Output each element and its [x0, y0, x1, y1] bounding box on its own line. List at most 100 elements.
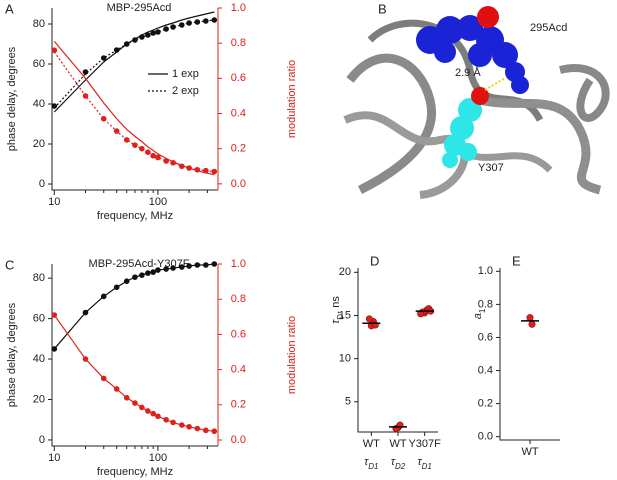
ribbon: [343, 111, 469, 199]
data-point: [145, 270, 151, 276]
y2-tick-label: 0.0: [231, 434, 246, 446]
data-point: [170, 265, 176, 271]
y-tick-label: 0.2: [478, 398, 493, 410]
data-point: [132, 274, 138, 280]
data-point: [82, 356, 89, 362]
axis-frame: [357, 268, 438, 433]
data-point: [186, 424, 192, 430]
data-point: [51, 47, 58, 54]
data-point: [145, 408, 151, 414]
x-tick-label: WT: [389, 438, 406, 450]
panel-label: D: [370, 253, 379, 268]
image-label: 295Acd: [530, 22, 567, 34]
y2-tick-label: 0.4: [231, 107, 246, 119]
y-axis-label-part: a: [472, 313, 484, 319]
series-line: [53, 11, 215, 113]
data-point: [155, 413, 161, 420]
x-sub-label-part: τ: [417, 456, 422, 468]
panel-label: E: [512, 253, 521, 268]
legend-label: 2 exp: [172, 85, 199, 97]
panel-label: C: [5, 257, 14, 272]
ribbon: [346, 53, 436, 195]
y-tick-label: 0.8: [478, 298, 493, 310]
y-tick-label: 0.4: [478, 364, 493, 376]
x-tick-label: WT: [521, 446, 538, 458]
y-axis-label: phase delay, degrees: [6, 46, 18, 151]
data-point: [203, 262, 209, 268]
data-point: [155, 154, 161, 161]
data-point: [365, 315, 373, 323]
y2-tick-label: 0.4: [231, 364, 246, 376]
oxygen: [471, 87, 489, 105]
y2-tick-label: 0.8: [231, 293, 246, 305]
x-tick-label: WT: [363, 438, 380, 450]
data-point: [170, 419, 176, 426]
data-point: [163, 26, 169, 32]
x-axis-label: frequency, MHz: [97, 466, 173, 478]
y-tick-label: 80: [33, 272, 45, 284]
y-tick-label: 5: [345, 396, 351, 408]
structure-image: B 295Acd 2.9 Å Y307: [343, 1, 610, 199]
y-tick-label: 40: [33, 353, 45, 365]
panel-label: B: [378, 1, 387, 16]
data-point: [163, 416, 169, 423]
x-sub-label: τD1: [364, 456, 378, 471]
chart-title: MBP-295Acd: [107, 2, 172, 14]
data-point: [211, 428, 218, 435]
data-point: [528, 320, 536, 328]
x-sub-label-part: D1: [422, 462, 432, 471]
data-point: [113, 284, 120, 291]
y2-tick-label: 1.0: [231, 258, 246, 270]
series-line: [53, 314, 215, 432]
x-tick-label: 10: [48, 452, 60, 464]
data-point: [51, 103, 58, 109]
data-point: [139, 145, 145, 152]
y-axis-label-part: D: [336, 314, 345, 320]
y-tick-label: 0.0: [478, 431, 493, 443]
y-axis-label: τD, ns: [330, 296, 345, 324]
y2-tick-label: 0.0: [231, 178, 246, 190]
data-point: [139, 272, 145, 278]
data-point: [150, 410, 156, 417]
y2-tick-label: 0.6: [231, 72, 246, 84]
data-point: [186, 20, 192, 26]
y-tick-label: 1.0: [478, 265, 493, 277]
acd-spheres: [416, 15, 529, 94]
data-point: [203, 427, 209, 434]
data-point: [194, 262, 201, 268]
y-tick-label: 60: [33, 313, 45, 325]
data-point: [123, 394, 130, 401]
oxygen: [477, 6, 499, 28]
y-axis-label: a1: [472, 308, 487, 319]
y-tick-label: 20: [33, 393, 45, 405]
y-tick-label: 20: [339, 266, 351, 278]
data-point: [113, 386, 120, 392]
y-tick-label: 20: [33, 138, 45, 150]
y-tick-label: 0: [39, 434, 45, 446]
y-tick-label: 40: [33, 98, 45, 110]
data-point: [139, 404, 145, 411]
y2-tick-label: 0.2: [231, 143, 246, 155]
panel-label: A: [5, 1, 14, 16]
x-sub-label-part: D1: [368, 462, 378, 471]
data-point: [194, 425, 201, 432]
y2-tick-label: 0.2: [231, 399, 246, 411]
data-point: [100, 293, 107, 300]
x-axis-label: frequency, MHz: [97, 210, 173, 222]
y-axis-label-part: τ: [330, 319, 342, 324]
y2-tick-label: 1.0: [231, 2, 246, 14]
series-line: [53, 51, 215, 173]
y2-axis-label: modulation ratio: [286, 60, 298, 138]
x-sub-label: τD1: [417, 456, 431, 471]
y2-axis-label: modulation ratio: [286, 316, 298, 394]
series-line: [53, 19, 215, 109]
y-tick-label: 60: [33, 58, 45, 70]
data-point: [82, 309, 89, 316]
data-point: [179, 264, 185, 270]
x-tick-label: Y307F: [408, 438, 441, 450]
series-line: [53, 41, 215, 176]
y2-tick-label: 0.6: [231, 328, 246, 340]
data-point: [51, 346, 58, 352]
data-point: [132, 400, 138, 406]
ribbon: [559, 64, 610, 122]
